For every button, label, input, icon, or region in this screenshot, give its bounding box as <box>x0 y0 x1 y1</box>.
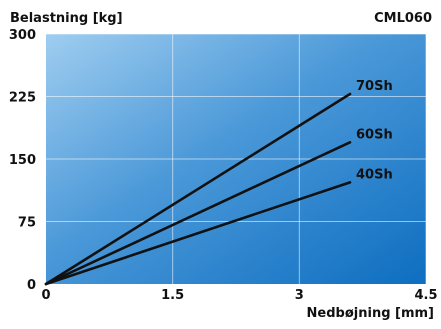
chart-title: CML060 <box>374 11 432 26</box>
x-tick-label: 4.5 <box>414 288 437 303</box>
y-tick-label: 75 <box>18 216 36 231</box>
y-tick-label: 300 <box>9 28 36 43</box>
y-tick-label: 0 <box>27 278 36 293</box>
y-tick-label: 225 <box>9 91 36 106</box>
series-label-40Sh: 40Sh <box>356 167 393 182</box>
series-labels: 70Sh 60Sh 40Sh <box>356 79 393 182</box>
x-axis-label: Nedbøjning [mm] <box>307 306 434 321</box>
y-tick-labels: 0 75 150 225 300 <box>9 28 36 293</box>
y-tick-label: 150 <box>9 153 36 168</box>
x-tick-label: 3 <box>295 288 304 303</box>
x-tick-label: 0 <box>41 288 50 303</box>
series-line-60Sh <box>44 141 352 286</box>
series-line-40Sh <box>44 181 352 286</box>
series-line-70Sh <box>44 92 352 286</box>
series-label-70Sh: 70Sh <box>356 79 393 94</box>
x-tick-labels: 0 1.5 3 4.5 <box>41 288 437 303</box>
x-tick-label: 1.5 <box>161 288 184 303</box>
y-axis-label: Belastning [kg] <box>10 11 123 26</box>
series-label-60Sh: 60Sh <box>356 127 393 142</box>
series-lines <box>44 92 352 286</box>
